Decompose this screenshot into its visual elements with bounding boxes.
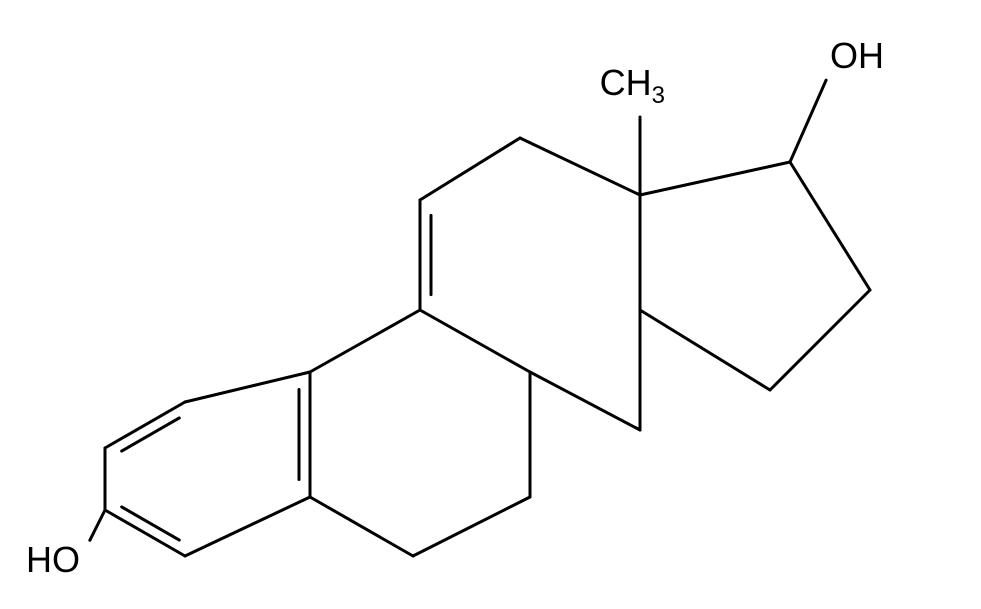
bond	[640, 310, 770, 390]
atom-label-O17: OH	[830, 35, 884, 76]
bond	[530, 372, 640, 430]
bond	[520, 138, 640, 195]
bond	[310, 497, 413, 556]
bond	[420, 310, 530, 372]
atom-label-O3: HO	[26, 539, 80, 580]
bond	[413, 497, 530, 556]
atom-label-C18: CH3	[600, 62, 665, 109]
bond	[105, 402, 185, 448]
bond	[790, 162, 870, 290]
bond	[310, 310, 420, 372]
bond	[790, 80, 826, 162]
bond	[105, 510, 185, 556]
bond	[640, 162, 790, 195]
molecule-diagram: HO OH CH3	[0, 0, 981, 609]
bond	[185, 372, 310, 402]
bond	[420, 138, 520, 200]
bond	[770, 290, 870, 390]
bond	[90, 510, 105, 540]
bond	[185, 497, 310, 556]
